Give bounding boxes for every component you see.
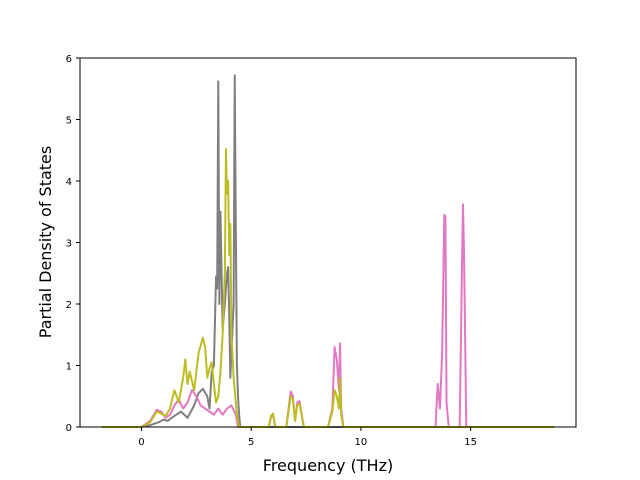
x-tick-label-3: 15 [464, 437, 477, 448]
y-axis-ticks: 0 1 2 3 4 5 6 [66, 54, 80, 434]
x-axis-ticks: 0 5 10 15 [138, 427, 477, 448]
y-tick-label-4: 4 [66, 177, 72, 188]
x-tick-label-2: 10 [355, 437, 368, 448]
y-tick-label-1: 1 [66, 362, 72, 373]
y-axis-title: Partial Density of States [36, 146, 55, 338]
series-line-2 [101, 148, 555, 428]
x-tick-label-1: 5 [248, 437, 254, 448]
y-tick-label-0: 0 [66, 423, 72, 434]
y-tick-label-6: 6 [66, 54, 72, 65]
y-tick-label-3: 3 [66, 239, 72, 250]
series-layer [101, 74, 555, 428]
y-tick-label-2: 2 [66, 300, 72, 311]
y-tick-label-5: 5 [66, 116, 72, 127]
series-line-1 [101, 203, 555, 428]
series-line-0 [101, 74, 555, 428]
x-tick-label-0: 0 [138, 437, 144, 448]
x-axis-title: Frequency (THz) [263, 456, 393, 475]
